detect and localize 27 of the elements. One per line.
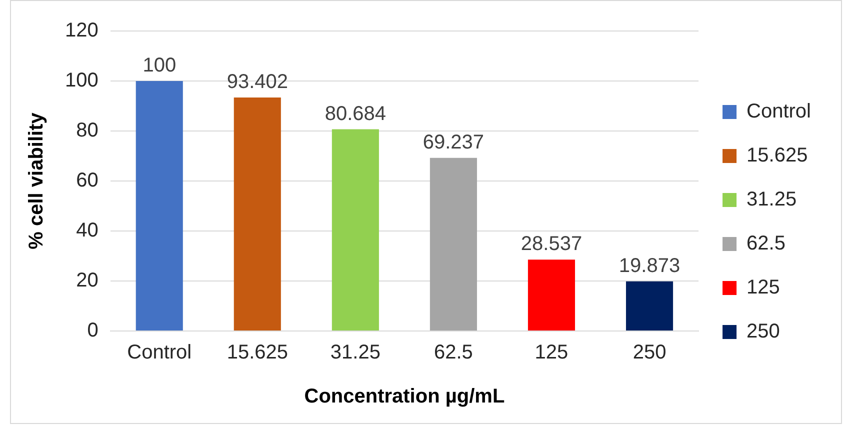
y-tick-label: 0 xyxy=(87,320,98,342)
y-tick-label: 60 xyxy=(76,170,98,192)
y-axis-title: % cell viability xyxy=(26,112,48,250)
legend-label: 62.5 xyxy=(746,232,786,255)
legend-label: 15.625 xyxy=(746,144,808,167)
data-label: 28.537 xyxy=(520,233,582,256)
data-label: 100 xyxy=(142,54,176,77)
data-label: 80.684 xyxy=(324,102,386,125)
y-tick-label: 20 xyxy=(76,270,98,292)
x-tick-label: 250 xyxy=(632,342,666,364)
legend-label: Control xyxy=(746,100,812,123)
y-tick-label: 80 xyxy=(76,120,98,142)
x-tick-label: 62.5 xyxy=(434,342,473,364)
data-label: 93.402 xyxy=(226,71,288,94)
y-tick-label: 40 xyxy=(76,220,98,242)
legend-label: 31.25 xyxy=(746,188,797,211)
data-label: 19.873 xyxy=(618,254,680,277)
x-tick-label: 31.25 xyxy=(330,342,380,364)
legend-label: 125 xyxy=(746,276,780,299)
y-tick-label: 100 xyxy=(64,70,98,92)
x-tick-label: Control xyxy=(127,342,192,364)
data-label: 69.237 xyxy=(422,131,484,154)
x-tick-label: 15.625 xyxy=(226,342,288,364)
x-tick-label: 125 xyxy=(534,342,568,364)
x-axis-title: Concentration µg/mL xyxy=(304,386,505,408)
y-tick-label: 120 xyxy=(64,20,98,42)
legend-label: 250 xyxy=(746,320,780,343)
